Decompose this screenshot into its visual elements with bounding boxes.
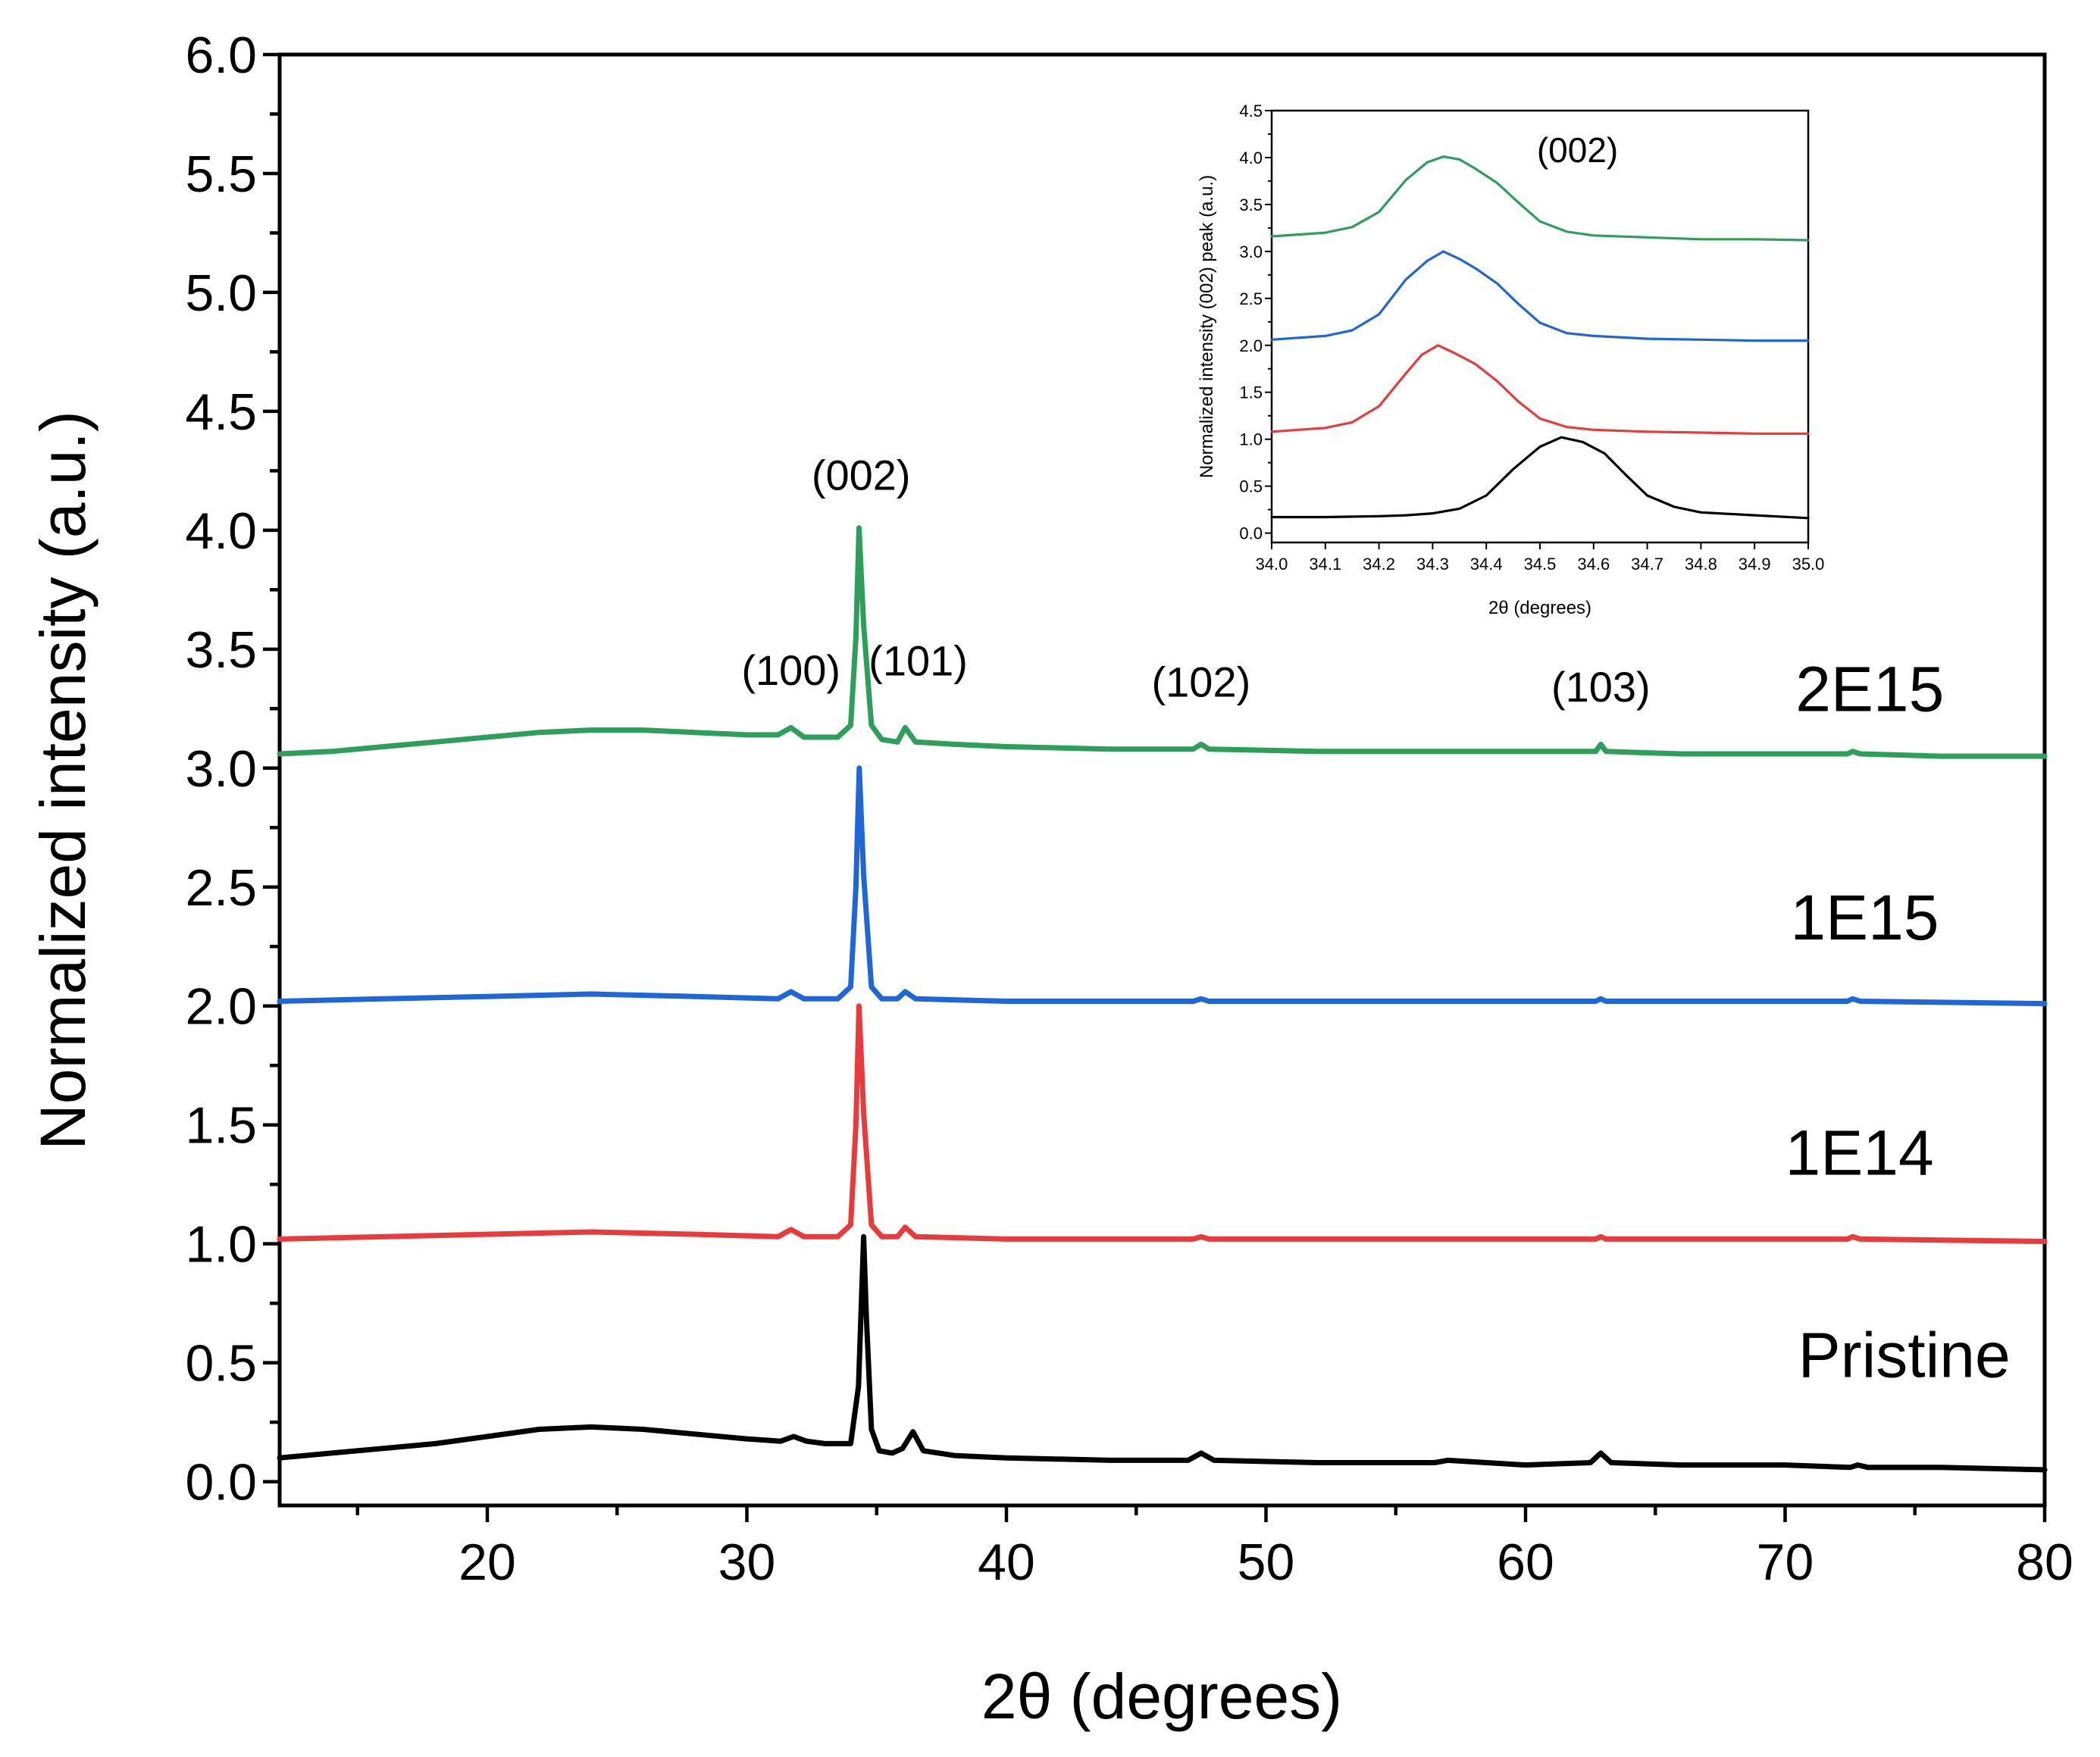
main-plot: 20 30 40 50 60 70 80 0.0 0.5 1.0 1.5 2.0 2.5 3.0 3.5 4.…: [27, 27, 2073, 1732]
main-peak-label: (002): [812, 452, 911, 499]
inset-series-line-2e15: [1270, 155, 1810, 242]
main-series-line-pristine: [277, 1233, 2048, 1473]
main-peak-label: (103): [1551, 663, 1651, 711]
main-y-tick-label: 2.0: [185, 978, 257, 1036]
main-y-tick-label: 1.0: [185, 1216, 257, 1274]
inset-x-tick-label: 34.7: [1631, 555, 1663, 574]
main-y-tick-label: 4.0: [185, 502, 257, 560]
inset-x-tick-label: 35.0: [1792, 555, 1825, 574]
inset-x-tick-label: 34.1: [1309, 555, 1341, 574]
main-y-tick-label: 5.5: [185, 145, 257, 203]
main-y-tick-label: 0.0: [185, 1454, 257, 1512]
main-peak-label: (101): [868, 636, 968, 684]
inset-x-tick-label: 34.2: [1363, 555, 1395, 574]
main-series-line-1e14: [277, 1003, 2048, 1244]
inset-y-tick-label: 1.0: [1239, 430, 1263, 449]
inset-series-line-pristine: [1270, 436, 1810, 520]
inset-y-tick-label: 3.5: [1239, 195, 1263, 214]
inset-x-tick-label: 34.0: [1256, 555, 1288, 574]
main-x-tick-label: 30: [718, 1533, 776, 1591]
inset-plot: 34.0 34.1 34.2 34.3 34.4 34.5 34.6 34.7 34.8 34.9…: [1197, 102, 1824, 618]
inset-y-axis-title: Normalized intensity (002) peak (a.u.): [1197, 175, 1217, 478]
inset-y-tick-label: 0.0: [1239, 524, 1263, 543]
inset-x-tick-label: 34.5: [1524, 555, 1557, 574]
main-y-tick-label: 3.0: [185, 740, 257, 798]
main-x-tick-label: 80: [2016, 1533, 2073, 1591]
main-series-group: [277, 525, 2048, 1473]
main-peak-label: (100): [741, 646, 840, 694]
inset-y-tick-label: 4.5: [1239, 102, 1263, 120]
main-y-tick-label: 4.5: [185, 383, 257, 441]
main-y-axis-title: Normalized intensity (a.u.): [27, 411, 99, 1150]
main-series-label-1e14: 1E14: [1785, 1118, 1934, 1189]
inset-y-tick-label: 2.0: [1239, 336, 1263, 355]
main-x-tick-label: 60: [1497, 1533, 1554, 1591]
inset-y-tick-label: 3.0: [1239, 242, 1263, 261]
main-series-label-1e15: 1E15: [1790, 882, 1939, 953]
main-y-tick-label: 6.0: [185, 27, 257, 84]
inset-series-line-1e14: [1270, 344, 1810, 435]
main-series-line-2e15: [277, 525, 2048, 759]
main-x-axis-title: 2θ (degrees): [981, 1661, 1342, 1732]
main-series-labels: Pristine 1E14 1E15 2E15: [1785, 653, 2011, 1390]
inset-x-tick-label: 34.3: [1416, 555, 1449, 574]
main-y-tick-label: 2.5: [185, 859, 257, 917]
main-series-label-2e15: 2E15: [1795, 653, 1944, 724]
inset-x-tick-label: 34.8: [1685, 555, 1717, 574]
main-y-tick-label: 1.5: [185, 1097, 257, 1155]
inset-x-axis-title: 2θ (degrees): [1488, 598, 1591, 618]
inset-x-tick-label: 34.4: [1470, 555, 1503, 574]
main-series-label-pristine: Pristine: [1798, 1319, 2011, 1390]
inset-peak-label: (002): [1537, 130, 1618, 170]
inset-series-group: [1270, 155, 1810, 520]
inset-y-tick-label: 1.5: [1239, 383, 1263, 402]
main-y-tick-label: 5.0: [185, 264, 257, 322]
inset-x-tick-label: 34.9: [1739, 555, 1771, 574]
main-x-tick-label: 40: [978, 1533, 1035, 1591]
main-series-line-1e15: [277, 765, 2048, 1007]
main-x-tick-label: 70: [1757, 1533, 1814, 1591]
main-x-tick-label: 50: [1238, 1533, 1295, 1591]
inset-y-tick-label: 2.5: [1239, 289, 1263, 308]
main-peak-labels: (100) (002) (101) (102) (103): [741, 452, 1650, 711]
main-x-tick-label: 20: [458, 1533, 516, 1591]
main-y-tick-label: 3.5: [185, 621, 257, 679]
inset-x-tick-label: 34.6: [1577, 555, 1610, 574]
inset-axis-ticks: 34.0 34.1 34.2 34.3 34.4 34.5 34.6 34.7 34.8 34.9…: [1239, 102, 1824, 574]
main-axis-ticks: 20 30 40 50 60 70 80 0.0 0.5 1.0 1.5 2.0 2.5 3.0 3.5 4.…: [185, 27, 2073, 1591]
inset-y-tick-label: 0.5: [1239, 477, 1263, 496]
main-plot-frame: [277, 52, 2047, 1508]
inset-background: [1198, 111, 1808, 542]
inset-series-line-1e15: [1270, 250, 1810, 342]
inset-peak-labels: (002): [1537, 130, 1618, 170]
main-peak-label: (102): [1152, 658, 1251, 706]
inset-y-tick-label: 4.0: [1239, 149, 1263, 167]
main-y-tick-label: 0.5: [185, 1335, 257, 1393]
